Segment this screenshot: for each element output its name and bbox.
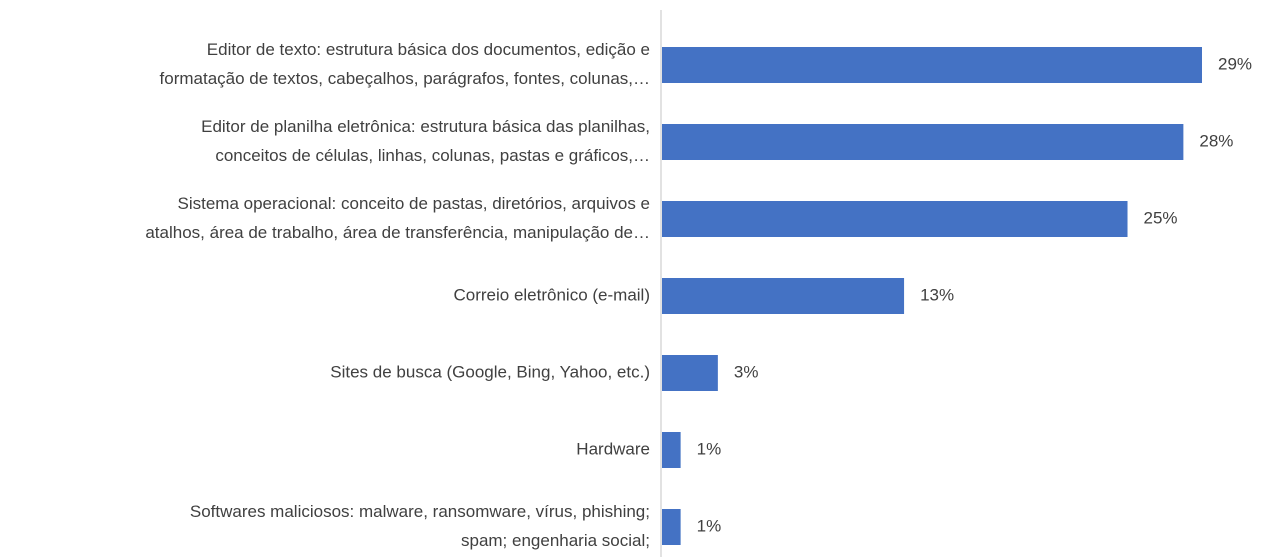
bar [662,355,718,391]
bar [662,201,1128,237]
value-label: 25% [1144,208,1178,227]
category-label: spam; engenharia social; [461,531,650,550]
value-label: 13% [920,285,954,304]
category-label: atalhos, área de trabalho, área de trans… [145,223,650,242]
value-label: 1% [697,516,722,535]
category-label: formatação de textos, cabeçalhos, parágr… [160,69,650,88]
bar [662,124,1184,160]
value-label: 28% [1199,131,1233,150]
category-label: Sistema operacional: conceito de pastas,… [178,194,650,213]
bar [662,278,905,314]
bar [662,509,681,545]
value-label: 29% [1218,54,1252,73]
category-label: Editor de planilha eletrônica: estrutura… [201,117,650,136]
category-label: Correio eletrônico (e-mail) [453,285,650,304]
category-label: Softwares maliciosos: malware, ransomwar… [190,502,650,521]
category-label: Sites de busca (Google, Bing, Yahoo, etc… [330,362,650,381]
bar [662,432,681,468]
value-label: 1% [697,439,722,458]
category-label: conceitos de células, linhas, colunas, p… [215,146,650,165]
category-label: Hardware [576,439,650,458]
bar [662,47,1202,83]
category-label: Editor de texto: estrutura básica dos do… [207,40,650,59]
value-label: 3% [734,362,759,381]
